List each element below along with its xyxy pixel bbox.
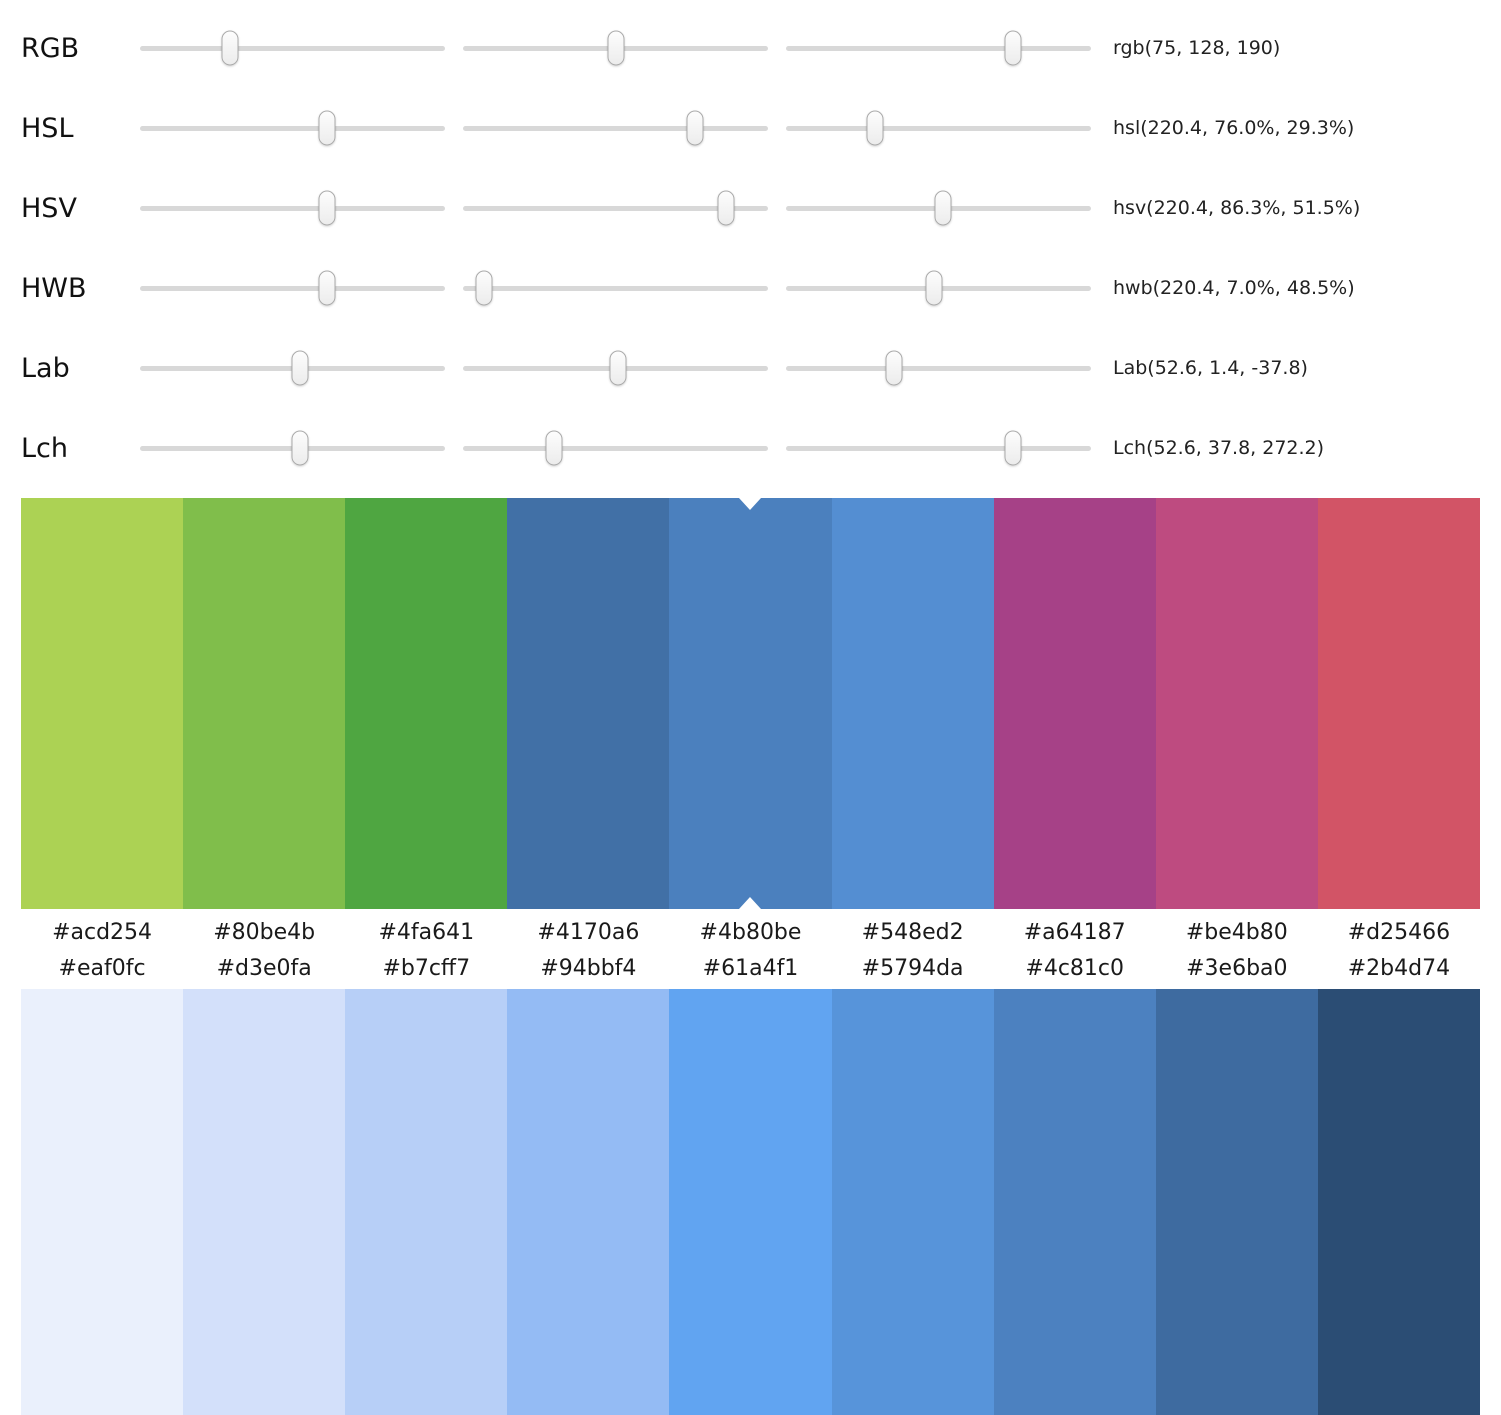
slider-row-lch: Lch Lch(52.6, 37.8, 272.2) [21, 408, 1501, 488]
hue-swatch[interactable] [21, 498, 184, 909]
hue-swatch-hex-label: #548ed2 [861, 920, 964, 945]
slider-thumb[interactable] [291, 350, 309, 386]
slider-thumb[interactable] [925, 270, 943, 306]
slider-track[interactable] [463, 30, 768, 66]
slider-track[interactable] [140, 110, 445, 146]
color-model-label: HSL [21, 112, 74, 144]
slider-row-hsv: HSV hsv(220.4, 86.3%, 51.5%) [21, 168, 1501, 248]
shade-swatch-hex-label: #94bbf4 [540, 956, 637, 981]
slider-track[interactable] [786, 430, 1091, 466]
shade-swatch-hex-label: #2b4d74 [1347, 956, 1451, 981]
slider-row-lab: Lab Lab(52.6, 1.4, -37.8) [21, 328, 1501, 408]
shade-palette: #eaf0fc #d3e0fa #b7cff7 #94bbf4 #61a4f1 #5794… [0, 951, 1501, 1415]
slider-track[interactable] [786, 270, 1091, 306]
color-value-text: rgb(75, 128, 190) [1113, 37, 1281, 59]
hue-hex-labels: #acd254 #80be4b #4fa641 #4170a6 #4b80be #548e… [21, 909, 1480, 951]
slider-track[interactable] [140, 350, 445, 386]
hue-swatch[interactable] [993, 498, 1156, 909]
slider-track[interactable] [786, 190, 1091, 226]
slider-thumb[interactable] [717, 190, 735, 226]
shade-hex-labels: #eaf0fc #d3e0fa #b7cff7 #94bbf4 #61a4f1 #5794… [21, 951, 1480, 989]
hue-swatch-hex-label: #be4b80 [1185, 920, 1288, 945]
slider-track[interactable] [463, 430, 768, 466]
slider-thumb[interactable] [318, 190, 336, 226]
hue-palette-strip [21, 498, 1480, 909]
slider-thumb[interactable] [609, 350, 627, 386]
color-model-label: Lab [21, 352, 70, 384]
hue-swatch-hex-label: #4fa641 [378, 920, 475, 945]
slider-thumb[interactable] [545, 430, 563, 466]
color-value-text: hsl(220.4, 76.0%, 29.3%) [1113, 117, 1355, 139]
slider-thumb[interactable] [221, 30, 239, 66]
hue-palette: #acd254 #80be4b #4fa641 #4170a6 #4b80be #548e… [0, 498, 1501, 951]
slider-thumb[interactable] [318, 110, 336, 146]
shade-swatch[interactable] [507, 989, 670, 1415]
hue-swatch[interactable] [1317, 498, 1480, 909]
hue-swatch-hex-label: #80be4b [213, 920, 316, 945]
slider-row-rgb: RGB rgb(75, 128, 190) [21, 8, 1501, 88]
color-model-label: RGB [21, 32, 80, 64]
slider-track[interactable] [140, 270, 445, 306]
color-value-text: hsv(220.4, 86.3%, 51.5%) [1113, 197, 1361, 219]
hue-swatch-hex-label: #d25466 [1347, 920, 1451, 945]
color-value-text: hwb(220.4, 7.0%, 48.5%) [1113, 277, 1355, 299]
color-model-sliders: RGB rgb(75, 128, 190) HSL hsl(220.4, 76.0%,… [0, 0, 1501, 488]
hue-swatch[interactable] [507, 498, 670, 909]
hue-swatch[interactable] [831, 498, 994, 909]
slider-thumb[interactable] [1004, 30, 1022, 66]
shade-swatch-hex-label: #61a4f1 [702, 956, 799, 981]
shade-swatch[interactable] [831, 989, 994, 1415]
slider-thumb[interactable] [475, 270, 493, 306]
shade-palette-strip [21, 989, 1480, 1415]
shade-swatch-hex-label: #d3e0fa [216, 956, 312, 981]
slider-track[interactable] [786, 30, 1091, 66]
hue-swatch[interactable] [1155, 498, 1318, 909]
shade-swatch[interactable] [1155, 989, 1318, 1415]
hue-swatch-hex-label: #acd254 [52, 920, 153, 945]
shade-swatch-hex-label: #b7cff7 [382, 956, 471, 981]
hue-swatch[interactable] [183, 498, 346, 909]
slider-track[interactable] [140, 30, 445, 66]
hue-swatch-hex-label: #4170a6 [537, 920, 640, 945]
slider-track[interactable] [786, 350, 1091, 386]
shade-swatch-hex-label: #eaf0fc [58, 956, 146, 981]
slider-track[interactable] [463, 270, 768, 306]
slider-track[interactable] [140, 190, 445, 226]
shade-swatch[interactable] [1317, 989, 1480, 1415]
hue-swatch-hex-label: #a64187 [1023, 920, 1126, 945]
slider-thumb[interactable] [291, 430, 309, 466]
shade-swatch[interactable] [669, 989, 832, 1415]
color-model-label: HWB [21, 272, 87, 304]
slider-thumb[interactable] [686, 110, 704, 146]
shade-swatch-hex-label: #3e6ba0 [1186, 956, 1288, 981]
slider-track[interactable] [463, 110, 768, 146]
slider-row-hwb: HWB hwb(220.4, 7.0%, 48.5%) [21, 248, 1501, 328]
slider-thumb[interactable] [885, 350, 903, 386]
slider-track[interactable] [786, 110, 1091, 146]
slider-thumb[interactable] [934, 190, 952, 226]
slider-thumb[interactable] [607, 30, 625, 66]
hue-swatch[interactable] [345, 498, 508, 909]
slider-thumb[interactable] [1004, 430, 1022, 466]
slider-row-hsl: HSL hsl(220.4, 76.0%, 29.3%) [21, 88, 1501, 168]
color-model-label: Lch [21, 432, 68, 464]
slider-thumb[interactable] [318, 270, 336, 306]
slider-track[interactable] [463, 350, 768, 386]
shade-swatch[interactable] [345, 989, 508, 1415]
shade-swatch[interactable] [183, 989, 346, 1415]
color-model-label: HSV [21, 192, 77, 224]
shade-swatch-hex-label: #5794da [861, 956, 964, 981]
slider-track[interactable] [463, 190, 768, 226]
shade-swatch[interactable] [21, 989, 184, 1415]
hue-swatch[interactable] [669, 498, 832, 909]
slider-track[interactable] [140, 430, 445, 466]
slider-thumb[interactable] [866, 110, 884, 146]
color-value-text: Lch(52.6, 37.8, 272.2) [1113, 437, 1325, 459]
shade-swatch-hex-label: #4c81c0 [1025, 956, 1125, 981]
shade-swatch[interactable] [993, 989, 1156, 1415]
color-value-text: Lab(52.6, 1.4, -37.8) [1113, 357, 1308, 379]
hue-swatch-hex-label: #4b80be [699, 920, 802, 945]
